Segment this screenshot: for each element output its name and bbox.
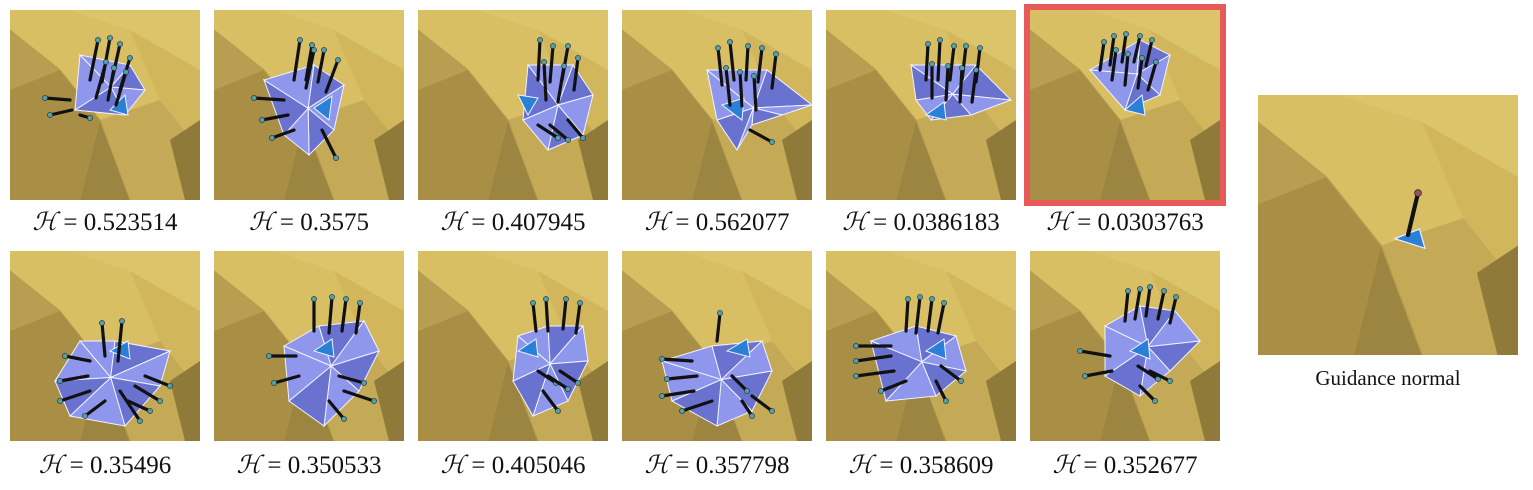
mesh-render xyxy=(826,10,1016,200)
panel-7 xyxy=(10,251,200,441)
panel-1 xyxy=(10,10,200,200)
panel-9 xyxy=(418,251,608,441)
mesh-render xyxy=(10,10,200,200)
panel-8 xyxy=(214,251,404,441)
guidance-render xyxy=(1258,95,1518,355)
caption-6: ℋ = 0.0303763 xyxy=(1046,207,1204,236)
panel-4 xyxy=(622,10,812,200)
mesh-render xyxy=(214,10,404,200)
panel-11 xyxy=(826,251,1016,441)
panel-10 xyxy=(622,251,812,441)
mesh-render xyxy=(1030,251,1220,441)
panel-12 xyxy=(1030,251,1220,441)
mesh-render xyxy=(622,10,812,200)
caption-5: ℋ = 0.0386183 xyxy=(842,207,1000,236)
caption-2: ℋ = 0.3575 xyxy=(248,207,370,236)
guidance-panel xyxy=(1258,95,1518,355)
mesh-render xyxy=(622,251,812,441)
caption-11: ℋ = 0.358609 xyxy=(848,450,994,479)
caption-4: ℋ = 0.562077 xyxy=(644,207,790,236)
caption-12: ℋ = 0.352677 xyxy=(1052,450,1198,479)
panel-3 xyxy=(418,10,608,200)
mesh-render xyxy=(418,10,608,200)
panel-5 xyxy=(826,10,1016,200)
caption-9: ℋ = 0.405046 xyxy=(440,450,586,479)
mesh-render xyxy=(214,251,404,441)
caption-3: ℋ = 0.407945 xyxy=(440,207,586,236)
caption-10: ℋ = 0.357798 xyxy=(644,450,790,479)
caption-1: ℋ = 0.523514 xyxy=(32,207,178,236)
mesh-render xyxy=(826,251,1016,441)
mesh-render xyxy=(1030,10,1220,200)
guidance-caption: Guidance normal xyxy=(1315,366,1461,390)
caption-8: ℋ = 0.350533 xyxy=(236,450,382,479)
caption-7: ℋ = 0.35496 xyxy=(38,450,172,479)
mesh-render xyxy=(418,251,608,441)
panel-6 xyxy=(1024,4,1226,206)
mesh-render xyxy=(10,251,200,441)
panel-2 xyxy=(214,10,404,200)
